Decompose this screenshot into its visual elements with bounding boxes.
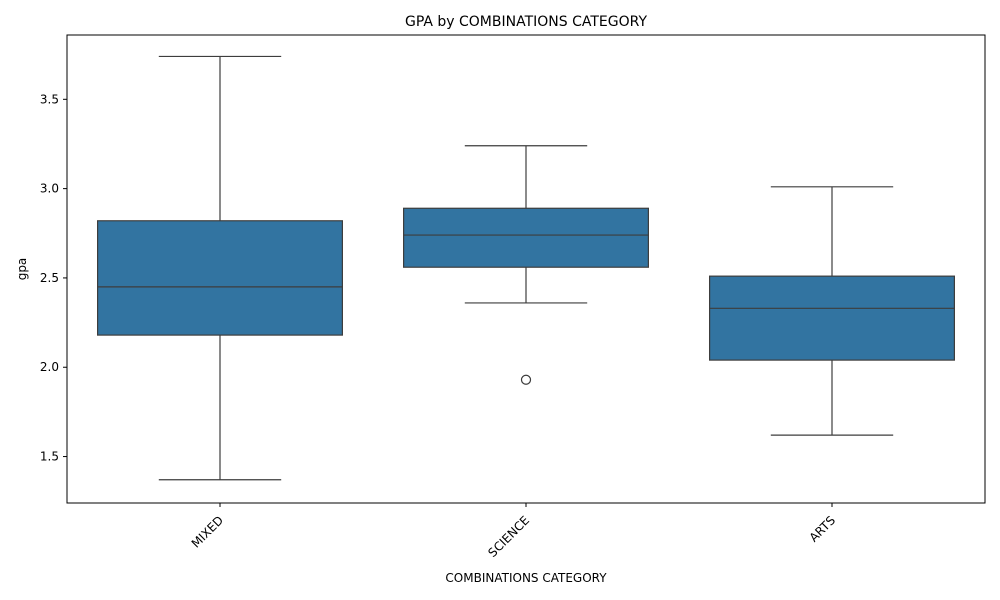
plot-area: MIXED SCIENCE ARTS 1.5 2.0 2.5 3.0 3.5	[40, 34, 986, 560]
y-tick-label: 3.5	[40, 92, 59, 106]
plot-frame	[66, 34, 986, 504]
y-axis-label: gpa	[15, 258, 29, 281]
x-axis-label: COMBINATIONS CATEGORY	[445, 571, 607, 585]
box-group-science	[403, 145, 650, 385]
y-tick-label: 2.5	[40, 271, 59, 285]
outlier-point	[520, 374, 532, 385]
y-tick-label: 3.0	[40, 182, 59, 196]
x-tick-label: MIXED	[189, 513, 226, 550]
box-group-mixed	[96, 55, 344, 481]
box-iqr	[403, 207, 650, 268]
x-tick-label: ARTS	[807, 513, 839, 545]
box-iqr	[708, 275, 955, 361]
box-group-arts	[708, 186, 955, 436]
chart-title: GPA by COMBINATIONS CATEGORY	[405, 14, 647, 30]
x-tick-label: SCIENCE	[485, 513, 532, 560]
y-tick-label: 2.0	[40, 360, 59, 374]
box-iqr	[96, 220, 344, 336]
y-tick-label: 1.5	[40, 450, 59, 464]
